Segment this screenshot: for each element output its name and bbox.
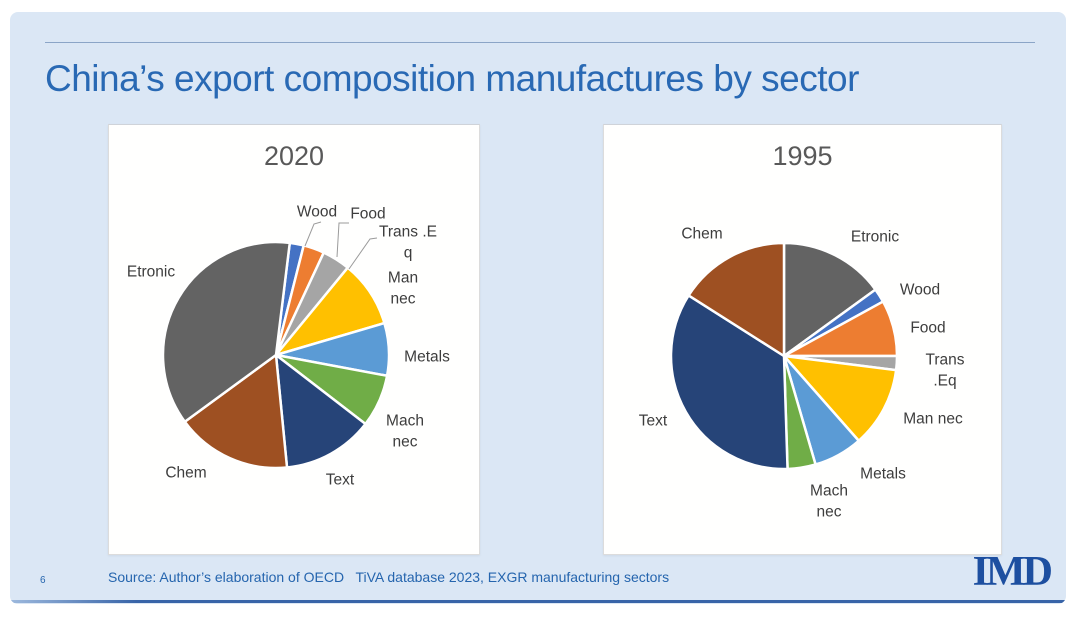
page-number: 6: [40, 575, 46, 586]
pie-label-metals: Metals: [860, 465, 906, 483]
pie-label-chem: Chem: [681, 225, 723, 243]
pie-label-chem: Chem: [165, 464, 207, 482]
chart-title-1995: 1995: [772, 141, 833, 171]
pie-label-food: Food: [910, 319, 946, 337]
pie-label-man-nec: Man nec: [903, 410, 963, 428]
pie-label-etronic: Etronic: [126, 263, 176, 281]
leader-line-trans-eq: [348, 237, 378, 270]
pie-label-mach-nec: Mach nec: [386, 412, 424, 451]
pie-label-mach-nec: Mach nec: [810, 482, 848, 521]
imd-logo: IMD: [972, 549, 1053, 595]
pie-label-trans-eq: Trans .E q: [379, 223, 437, 262]
chart-panel-2020: 2020 Etronic Wood Food Trans .E q Man ne…: [108, 124, 480, 555]
pie-slice-etronic: [782, 241, 877, 358]
pie-slice-etronic: [161, 240, 292, 423]
pie-slice-chem: [687, 241, 786, 358]
pie-slice-chem: [183, 353, 289, 470]
slide-bottom-accent-line: [10, 600, 1066, 603]
pie-label-food: Food: [350, 205, 386, 223]
pie-label-man-nec: Man nec: [387, 269, 419, 308]
pie-chart-2020: [161, 221, 391, 470]
source-note: Source: Author’s elaboration of OECD TiV…: [108, 569, 670, 585]
pie-label-metals: Metals: [404, 348, 450, 366]
pie-slice-text: [274, 353, 367, 469]
pie-label-text: Text: [638, 412, 668, 430]
leader-lines-2020: [304, 221, 378, 270]
pie-chart-1995: [669, 241, 899, 471]
chart-panel-1995: 1995 Chem Etronic Wood Food Trans .Eq Ma…: [603, 124, 1002, 555]
chart-title-2020: 2020: [263, 141, 325, 171]
leader-line-wood: [304, 221, 322, 247]
pie-label-wood: Wood: [899, 281, 941, 299]
leader-line-food: [336, 222, 349, 258]
pie-slice-text: [669, 294, 789, 471]
slide: China’s export composition manufactures …: [10, 12, 1066, 604]
pie-label-trans-eq: Trans .Eq: [925, 351, 965, 390]
slide-title: China’s export composition manufactures …: [45, 58, 859, 99]
title-divider-line: [45, 42, 1035, 43]
pie-slice-man-nec: [782, 354, 898, 443]
pie-label-etronic: Etronic: [850, 228, 900, 246]
pie-label-text: Text: [325, 471, 355, 489]
pie-label-wood: Wood: [296, 203, 338, 221]
